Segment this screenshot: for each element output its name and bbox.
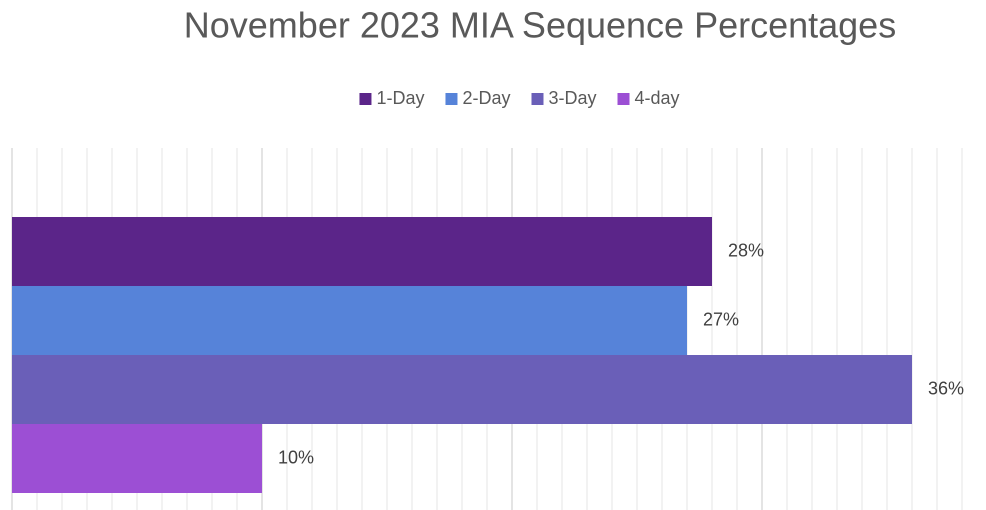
legend-swatch bbox=[531, 93, 544, 105]
bar bbox=[12, 424, 262, 493]
bar bbox=[12, 217, 712, 286]
data-label: 36% bbox=[928, 378, 964, 398]
legend-swatch bbox=[445, 93, 458, 105]
data-label: 27% bbox=[703, 309, 739, 329]
bar bbox=[12, 286, 687, 355]
legend-label: 3-Day bbox=[548, 88, 596, 108]
chart-title: November 2023 MIA Sequence Percentages bbox=[184, 5, 896, 46]
legend-label: 4-day bbox=[635, 88, 680, 108]
data-label: 28% bbox=[728, 240, 764, 260]
legend-label: 2-Day bbox=[462, 88, 510, 108]
legend-swatch bbox=[359, 93, 372, 105]
bar bbox=[12, 355, 912, 424]
legend-label: 1-Day bbox=[376, 88, 424, 108]
legend-swatch bbox=[617, 93, 630, 105]
data-label: 10% bbox=[278, 447, 314, 467]
